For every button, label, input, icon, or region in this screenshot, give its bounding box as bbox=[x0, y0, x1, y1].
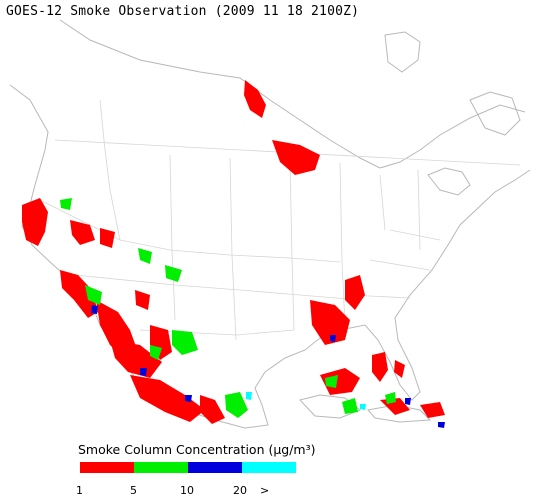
map-title: GOES-12 Smoke Observation (2009 11 18 21… bbox=[6, 4, 360, 19]
smoke-green bbox=[60, 198, 396, 418]
legend-bin-green bbox=[134, 462, 188, 473]
legend-tick-5: 5 bbox=[130, 484, 137, 497]
legend-color-bar bbox=[80, 462, 296, 473]
state-boundaries bbox=[39, 99, 521, 341]
legend-title: Smoke Column Concentration (μg/m³) bbox=[78, 442, 316, 457]
smoke-red bbox=[22, 80, 445, 424]
legend-bin-blue bbox=[188, 462, 242, 473]
smoke-cyan bbox=[246, 392, 366, 410]
coastline bbox=[9, 19, 531, 429]
legend-tick-greater: > bbox=[260, 484, 270, 497]
legend-bin-cyan bbox=[242, 462, 296, 473]
smoke-blue bbox=[91, 305, 445, 428]
legend-tick-20: 20 bbox=[233, 484, 247, 497]
legend-bin-red bbox=[80, 462, 134, 473]
legend-tick-1: 1 bbox=[76, 484, 83, 497]
legend-tick-10: 10 bbox=[180, 484, 194, 497]
